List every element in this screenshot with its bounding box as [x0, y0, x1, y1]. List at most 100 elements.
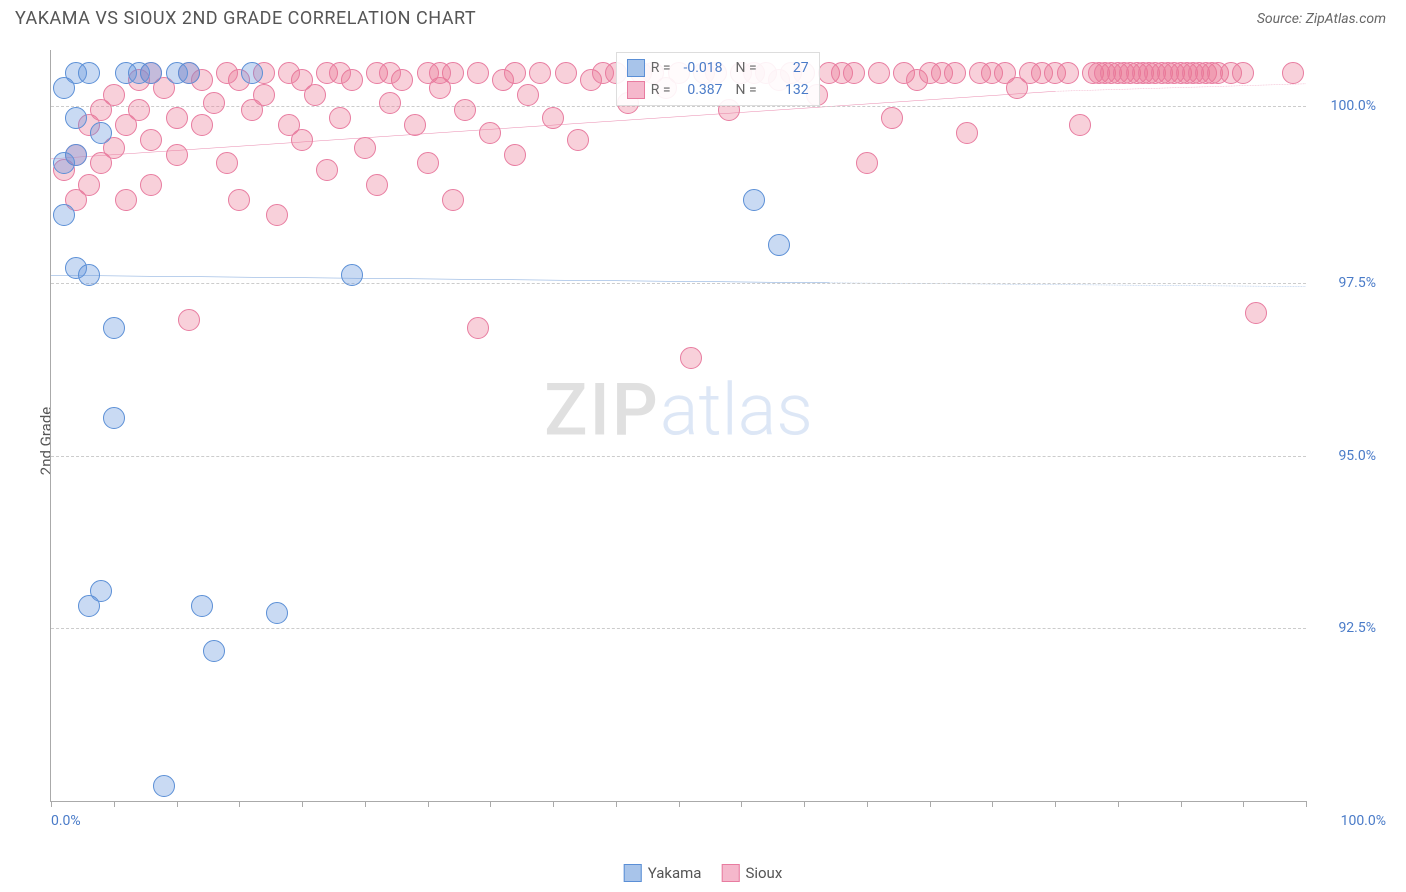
scatter-point-yakama: [53, 204, 75, 226]
watermark-zip: ZIP: [544, 368, 660, 453]
scatter-point-sioux: [517, 84, 539, 106]
scatter-point-yakama: [103, 407, 125, 429]
scatter-point-sioux: [379, 62, 401, 84]
scatter-point-sioux: [304, 84, 326, 106]
scatter-point-sioux: [140, 174, 162, 196]
correlation-legend: R =-0.018 N =27R =0.387 N =132: [616, 52, 820, 106]
scatter-point-sioux: [216, 152, 238, 174]
xtick: [867, 801, 868, 807]
xtick: [1306, 801, 1307, 807]
chart-container: 2nd Grade ZIPatlas R =-0.018 N =27R =0.3…: [50, 50, 1386, 832]
xtick: [804, 801, 805, 807]
source-attribution: Source: ZipAtlas.com: [1257, 11, 1386, 27]
scatter-point-yakama: [191, 595, 213, 617]
scatter-point-sioux: [881, 107, 903, 129]
scatter-point-sioux: [191, 114, 213, 136]
xtick: [616, 801, 617, 807]
xtick: [428, 801, 429, 807]
xtick: [553, 801, 554, 807]
xaxis-max-label: 100.0%: [1341, 813, 1386, 829]
scatter-point-sioux: [253, 84, 275, 106]
scatter-point-sioux: [1245, 302, 1267, 324]
scatter-point-sioux: [467, 317, 489, 339]
scatter-point-sioux: [868, 62, 890, 84]
trendline-dashed-sioux: [1055, 84, 1306, 92]
xaxis-min-label: 0.0%: [51, 813, 81, 829]
scatter-point-sioux: [467, 62, 489, 84]
scatter-point-sioux: [266, 204, 288, 226]
xtick: [239, 801, 240, 807]
scatter-point-sioux: [1057, 62, 1079, 84]
xtick: [1118, 801, 1119, 807]
scatter-point-sioux: [115, 189, 137, 211]
legend-swatch-icon: [624, 864, 642, 882]
scatter-point-sioux: [417, 152, 439, 174]
scatter-point-yakama: [90, 122, 112, 144]
legend-n-label: N =: [729, 60, 757, 76]
scatter-point-yakama: [65, 107, 87, 129]
scatter-point-sioux: [316, 159, 338, 181]
scatter-point-sioux: [1282, 62, 1304, 84]
legend-row-sioux: R =0.387 N =132: [627, 79, 809, 101]
scatter-point-sioux: [404, 114, 426, 136]
scatter-point-sioux: [856, 152, 878, 174]
gridline: [51, 106, 1306, 107]
xtick: [992, 801, 993, 807]
scatter-point-yakama: [341, 264, 363, 286]
ytick-label: 92.5%: [1316, 620, 1376, 636]
scatter-point-sioux: [128, 99, 150, 121]
xtick: [741, 801, 742, 807]
scatter-point-yakama: [266, 602, 288, 624]
scatter-point-sioux: [542, 107, 564, 129]
scatter-point-yakama: [241, 62, 263, 84]
ytick-label: 100.0%: [1316, 98, 1376, 114]
xtick: [490, 801, 491, 807]
legend-swatch-icon: [627, 81, 645, 99]
scatter-point-yakama: [65, 144, 87, 166]
legend-r-label: R =: [651, 82, 671, 98]
chart-title: YAKAMA VS SIOUX 2ND GRADE CORRELATION CH…: [15, 8, 476, 29]
scatter-point-sioux: [379, 92, 401, 114]
scatter-point-sioux: [479, 122, 501, 144]
scatter-point-sioux: [504, 144, 526, 166]
scatter-point-yakama: [203, 640, 225, 662]
legend-n-value: 27: [763, 60, 809, 76]
scatter-point-yakama: [78, 595, 100, 617]
scatter-point-yakama: [743, 189, 765, 211]
scatter-point-yakama: [103, 317, 125, 339]
scatter-point-yakama: [140, 62, 162, 84]
xtick: [365, 801, 366, 807]
legend-swatch-icon: [627, 59, 645, 77]
scatter-point-sioux: [843, 62, 865, 84]
scatter-point-sioux: [166, 107, 188, 129]
xtick: [930, 801, 931, 807]
scatter-point-sioux: [680, 347, 702, 369]
scatter-point-sioux: [429, 62, 451, 84]
legend-swatch-icon: [721, 864, 739, 882]
xtick: [177, 801, 178, 807]
trend-lines: [51, 50, 1306, 801]
scatter-point-sioux: [454, 99, 476, 121]
scatter-point-yakama: [178, 62, 200, 84]
legend-r-value: 0.387: [677, 82, 723, 98]
xtick: [1243, 801, 1244, 807]
legend-row-yakama: R = -0.018 N = 27: [627, 57, 809, 79]
legend-r-label: R =: [651, 60, 671, 76]
xtick: [51, 801, 52, 807]
trendline-yakama: [51, 275, 829, 283]
scatter-point-yakama: [78, 62, 100, 84]
xtick: [679, 801, 680, 807]
xtick: [1055, 801, 1056, 807]
scatter-point-sioux: [956, 122, 978, 144]
series-legend: YakamaSioux: [624, 864, 783, 882]
scatter-point-sioux: [504, 62, 526, 84]
scatter-point-sioux: [103, 84, 125, 106]
legend-label: Sioux: [745, 864, 782, 882]
scatter-point-sioux: [567, 129, 589, 151]
legend-r-value: -0.018: [677, 60, 723, 76]
scatter-point-sioux: [78, 174, 100, 196]
xtick: [1181, 801, 1182, 807]
scatter-point-sioux: [442, 189, 464, 211]
scatter-point-yakama: [53, 77, 75, 99]
gridline: [51, 283, 1306, 284]
